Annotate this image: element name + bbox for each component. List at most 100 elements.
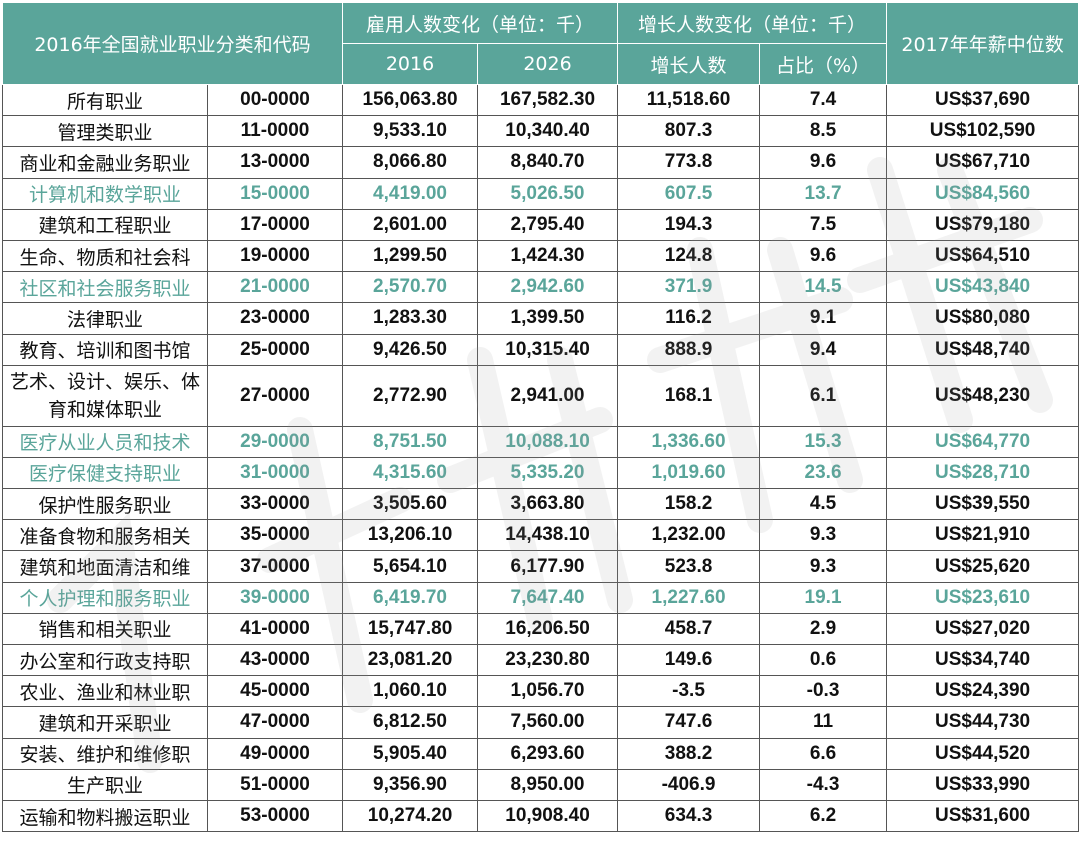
cell-e2026: 2,941.00 <box>477 364 619 427</box>
table-row: 准备食物和服务相关 35-0000 13,206.10 14,438.10 1,232.… <box>2 519 1080 552</box>
cell-e2026: 2,795.40 <box>477 208 619 241</box>
cell-name: 教育、培训和图书馆 <box>2 333 208 366</box>
cell-e2016: 4,315.60 <box>342 456 479 490</box>
cell-wage: US$64,770 <box>886 425 1080 458</box>
cell-e2016: 1,060.10 <box>342 675 479 708</box>
header-row-sub: 2016 2026 增长人数 占比（%） <box>3 43 1079 85</box>
cell-pct: 9.4 <box>759 333 888 366</box>
cell-name: 安装、维护和维修职 <box>2 737 208 770</box>
cell-growth: 116.2 <box>617 302 761 335</box>
cell-pct: 7.4 <box>759 83 888 117</box>
cell-name: 艺术、设计、娱乐、体育和媒体职业 <box>2 364 208 427</box>
cell-code: 29-0000 <box>206 425 344 458</box>
header-share: 占比（%） <box>759 43 888 85</box>
cell-pct: 13.7 <box>759 177 888 210</box>
table-row: 教育、培训和图书馆 25-0000 9,426.50 10,315.40 888.9 9.… <box>2 333 1080 366</box>
cell-e2026: 2,942.60 <box>477 271 619 304</box>
cell-code: 17-0000 <box>206 208 344 241</box>
header-growth-group: 增长人数变化（单位：千） <box>617 2 888 44</box>
cell-wage: US$84,560 <box>886 177 1080 210</box>
header-category: 2016年全国就业职业分类和代码 <box>1 2 344 85</box>
cell-wage: US$80,080 <box>886 302 1080 335</box>
cell-wage: US$44,730 <box>886 706 1080 739</box>
cell-pct: 8.5 <box>759 115 888 148</box>
cell-name: 法律职业 <box>2 302 208 335</box>
table-row: 销售和相关职业 41-0000 15,747.80 16,206.50 458.7 2.9… <box>2 612 1080 646</box>
cell-e2026: 10,315.40 <box>477 333 619 366</box>
cell-pct: 9.3 <box>759 550 888 583</box>
cell-e2026: 10,908.40 <box>477 799 619 833</box>
cell-e2016: 3,505.60 <box>342 488 479 521</box>
cell-name: 生产职业 <box>2 768 208 801</box>
table-row: 计算机和数学职业 15-0000 4,419.00 5,026.50 607.5 13.7… <box>2 177 1080 210</box>
table-row: 法律职业 23-0000 1,283.30 1,399.50 116.2 9.1 US$80… <box>2 302 1080 335</box>
cell-growth: 1,019.60 <box>617 456 761 490</box>
header-median-wage: 2017年年薪中位数 <box>886 2 1080 85</box>
table-row: 医疗保健支持职业 31-0000 4,315.60 5,335.20 1,019.60 2… <box>2 456 1080 490</box>
cell-e2016: 10,274.20 <box>342 799 479 833</box>
table-row: 办公室和行政支持职 43-0000 23,081.20 23,230.80 149.6 0… <box>2 643 1080 677</box>
cell-name: 建筑和开采职业 <box>2 706 208 739</box>
cell-e2026: 6,293.60 <box>477 737 619 770</box>
cell-code: 41-0000 <box>206 612 344 646</box>
cell-e2026: 8,840.70 <box>477 146 619 179</box>
table-row: 生命、物质和社会科 19-0000 1,299.50 1,424.30 124.8 9.6… <box>2 239 1080 273</box>
cell-e2026: 1,424.30 <box>477 239 619 273</box>
cell-pct: 6.6 <box>759 737 888 770</box>
employment-table: 2016年全国就业职业分类和代码 雇用人数变化（单位：千） 增长人数变化（单位：… <box>1 2 1080 833</box>
cell-e2016: 8,751.50 <box>342 425 479 458</box>
cell-wage: US$33,990 <box>886 768 1080 801</box>
cell-e2026: 10,340.40 <box>477 115 619 148</box>
cell-e2026: 16,206.50 <box>477 612 619 646</box>
cell-wage: US$37,690 <box>886 83 1080 117</box>
cell-e2016: 156,063.80 <box>342 83 479 117</box>
cell-e2026: 6,177.90 <box>477 550 619 583</box>
cell-wage: US$24,390 <box>886 675 1080 708</box>
cell-pct: 9.6 <box>759 146 888 179</box>
cell-growth: 194.3 <box>617 208 761 241</box>
cell-name: 办公室和行政支持职 <box>2 643 208 677</box>
cell-name: 农业、渔业和林业职 <box>2 675 208 708</box>
cell-growth: 1,227.60 <box>617 581 761 614</box>
cell-pct: 19.1 <box>759 581 888 614</box>
cell-e2026: 167,582.30 <box>477 83 619 117</box>
header-year-2026: 2026 <box>477 43 619 85</box>
cell-wage: US$79,180 <box>886 208 1080 241</box>
cell-name: 销售和相关职业 <box>2 612 208 646</box>
cell-growth: 607.5 <box>617 177 761 210</box>
cell-growth: 458.7 <box>617 612 761 646</box>
cell-e2026: 8,950.00 <box>477 768 619 801</box>
table-row: 艺术、设计、娱乐、体育和媒体职业 27-0000 2,772.90 2,941.00 1… <box>2 364 1080 427</box>
cell-e2026: 3,663.80 <box>477 488 619 521</box>
cell-pct: 9.1 <box>759 302 888 335</box>
cell-e2026: 5,335.20 <box>477 456 619 490</box>
cell-growth: 11,518.60 <box>617 83 761 117</box>
cell-name: 医疗从业人员和技术 <box>2 425 208 458</box>
cell-e2016: 8,066.80 <box>342 146 479 179</box>
cell-code: 19-0000 <box>206 239 344 273</box>
table-row: 社区和社会服务职业 21-0000 2,570.70 2,942.60 371.9 14.… <box>2 271 1080 304</box>
cell-wage: US$48,740 <box>886 333 1080 366</box>
cell-wage: US$28,710 <box>886 456 1080 490</box>
cell-e2016: 15,747.80 <box>342 612 479 646</box>
cell-e2016: 23,081.20 <box>342 643 479 677</box>
cell-growth: 124.8 <box>617 239 761 273</box>
table-row: 所有职业 00-0000 156,063.80 167,582.30 11,518.60… <box>2 83 1080 117</box>
cell-growth: -3.5 <box>617 675 761 708</box>
cell-growth: 634.3 <box>617 799 761 833</box>
table-body: 所有职业 00-0000 156,063.80 167,582.30 11,518.60… <box>2 83 1080 833</box>
cell-name: 计算机和数学职业 <box>2 177 208 210</box>
header-growth-count: 增长人数 <box>617 43 761 85</box>
cell-pct: 15.3 <box>759 425 888 458</box>
cell-pct: -4.3 <box>759 768 888 801</box>
cell-e2026: 5,026.50 <box>477 177 619 210</box>
header-year-2016: 2016 <box>342 43 479 85</box>
header-row-top: 2016年全国就业职业分类和代码 雇用人数变化（单位：千） 增长人数变化（单位：… <box>1 2 1080 85</box>
cell-code: 45-0000 <box>206 675 344 708</box>
cell-growth: 158.2 <box>617 488 761 521</box>
table-row: 运输和物料搬运职业 53-0000 10,274.20 10,908.40 634.3 6… <box>2 799 1080 833</box>
table-row: 安装、维护和维修职 49-0000 5,905.40 6,293.60 388.2 6.6… <box>2 737 1080 770</box>
cell-name: 运输和物料搬运职业 <box>2 799 208 833</box>
cell-pct: 6.1 <box>759 364 888 427</box>
table-row: 管理类职业 11-0000 9,533.10 10,340.40 807.3 8.5 US$… <box>2 115 1080 148</box>
